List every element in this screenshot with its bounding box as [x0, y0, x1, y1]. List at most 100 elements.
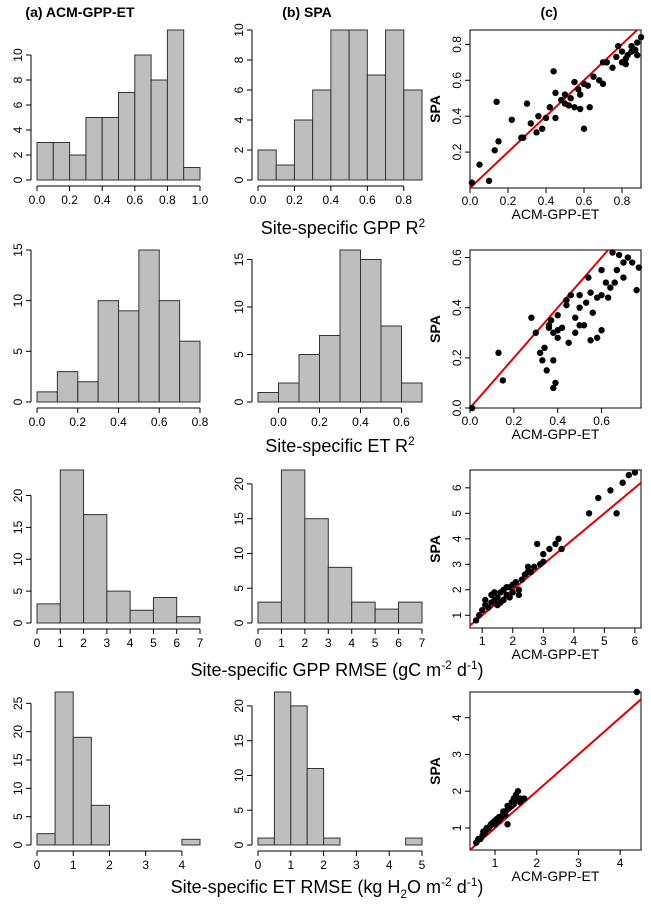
- data-point: [576, 291, 583, 299]
- x-tick-label: 1: [492, 856, 499, 870]
- y-tick-label: 10: [232, 546, 246, 560]
- bar: [351, 601, 376, 624]
- y-tick-label: 5: [232, 807, 246, 814]
- data-point: [533, 540, 541, 548]
- x-tick-label: 0: [255, 636, 262, 650]
- bar: [330, 29, 350, 181]
- data-point: [491, 147, 498, 154]
- data-point: [631, 469, 639, 476]
- y-tick-label: 6: [450, 484, 464, 491]
- y-tick-label: 0: [11, 619, 25, 626]
- x-tick-label: 0.8: [395, 193, 412, 207]
- bar: [72, 736, 92, 846]
- x-tick-label: 4: [570, 634, 577, 648]
- y-tick-label: 0.8: [450, 36, 464, 53]
- data-point: [609, 249, 616, 256]
- y-tick-label: 2: [232, 146, 246, 153]
- x-tick-label: 0.8: [614, 194, 631, 208]
- bar: [339, 249, 361, 403]
- panel-header-a: (a) ACM-GPP-ET: [25, 4, 135, 20]
- x-tick-label: 0.0: [462, 414, 479, 428]
- y-tick-label: 4: [450, 714, 464, 721]
- x-tick-label: 0: [34, 858, 41, 872]
- y-tick-label: 2: [450, 788, 464, 795]
- y-tick-label: 5: [450, 510, 464, 517]
- y-tick-label: 0.0: [450, 399, 464, 416]
- y-tick-label: 0: [11, 398, 25, 405]
- bar: [273, 691, 292, 846]
- data-point: [509, 589, 516, 596]
- data-point: [475, 612, 483, 619]
- data-point: [572, 329, 579, 336]
- plot-frame: [469, 691, 642, 851]
- y-tick-label: 15: [232, 253, 246, 267]
- data-point: [547, 317, 555, 324]
- data-point: [582, 299, 590, 306]
- data-point: [514, 788, 522, 795]
- bar: [118, 310, 140, 403]
- histogram-a2: 0.0 0.2 0.4 0.6 0.8 0 5 10 15: [11, 243, 209, 429]
- data-point: [632, 46, 639, 53]
- bar: [83, 514, 108, 624]
- x-tick-label: 5: [372, 636, 379, 650]
- data-point: [533, 129, 540, 136]
- data-point: [634, 39, 641, 46]
- data-point: [563, 301, 570, 309]
- bar: [129, 609, 154, 624]
- x-tick-label: 3: [540, 634, 547, 648]
- data-point: [571, 104, 578, 111]
- bar: [278, 382, 300, 403]
- data-point: [500, 596, 507, 604]
- panel-header-b: (b) SPA: [282, 4, 332, 20]
- y-tick-label: 10: [11, 48, 25, 62]
- one-to-one-line: [470, 30, 639, 188]
- bar: [118, 92, 136, 181]
- data-point: [565, 339, 572, 346]
- x-tick-label: 0: [255, 858, 262, 872]
- bar: [97, 300, 119, 403]
- data-point: [515, 591, 523, 599]
- x-tick-label: 0.4: [94, 193, 111, 207]
- x-tick-label: 2: [302, 636, 309, 650]
- x-tick-label: 0.6: [576, 194, 593, 208]
- row-label-et-rmse: Site-specific ET RMSE (kg H2O m-2 d-1): [171, 875, 484, 901]
- y-tick-label: 15: [11, 243, 25, 257]
- data-point: [607, 284, 614, 291]
- x-tick-label: 6: [173, 636, 180, 650]
- data-point: [613, 53, 620, 61]
- x-tick-label: 1: [70, 858, 77, 872]
- one-to-one-line: [470, 698, 641, 850]
- x-tick-label: 1: [479, 634, 486, 648]
- y-tick-label: 0.4: [450, 108, 464, 125]
- bar: [56, 371, 79, 403]
- data-point: [561, 91, 569, 98]
- x-tick-label: 2: [320, 858, 327, 872]
- data-point: [607, 487, 614, 494]
- x-tick-label: 0.0: [29, 193, 46, 207]
- data-point: [536, 349, 544, 357]
- y-tick-label: 4: [232, 116, 246, 123]
- bar: [398, 601, 423, 624]
- data-point: [604, 294, 612, 301]
- data-point: [635, 264, 643, 271]
- data-point: [586, 104, 593, 111]
- data-point: [495, 349, 502, 357]
- data-point: [494, 594, 501, 601]
- x-axis-label: ACM-GPP-ET: [512, 206, 600, 222]
- data-point: [523, 100, 531, 107]
- data-point: [550, 68, 557, 75]
- data-point: [598, 327, 605, 334]
- data-point: [527, 120, 534, 127]
- bar: [319, 335, 341, 403]
- data-point: [576, 304, 583, 311]
- x-axis-label: ACM-GPP-ET: [512, 426, 600, 442]
- data-point: [580, 125, 588, 132]
- data-point: [580, 322, 588, 329]
- data-point: [532, 329, 539, 336]
- data-point: [530, 563, 538, 571]
- x-tick-label: 4: [127, 636, 134, 650]
- data-point: [524, 568, 532, 576]
- data-point: [545, 322, 553, 329]
- data-point: [518, 576, 526, 583]
